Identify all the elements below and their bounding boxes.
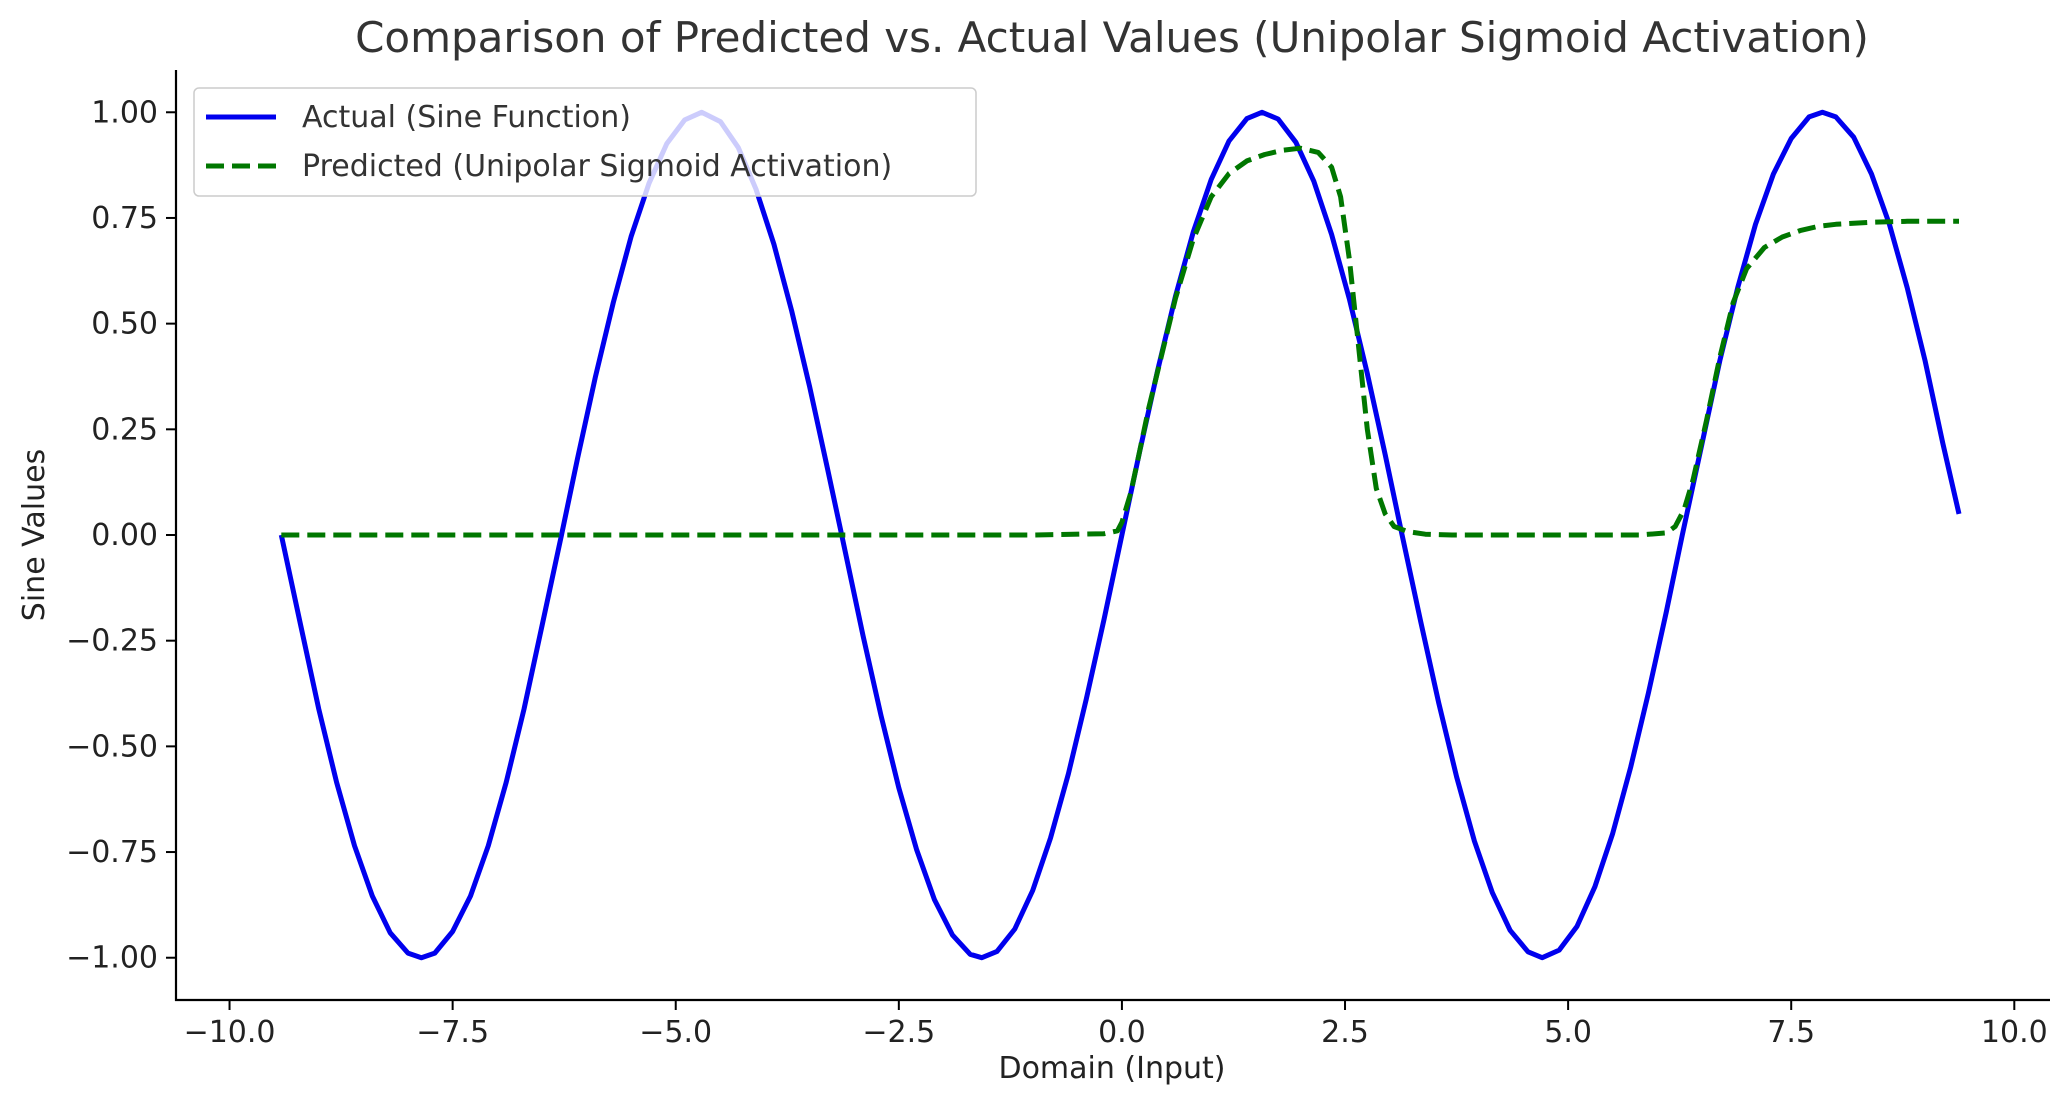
y-tick-label: −0.25 (66, 624, 158, 659)
legend: Actual (Sine Function) Predicted (Unipol… (193, 87, 977, 197)
y-tick-label: −0.75 (66, 835, 158, 870)
y-tick-label: −1.00 (66, 941, 158, 976)
series-line-actual (278, 109, 1962, 961)
y-axis-label: Sine Values (17, 449, 52, 621)
x-tick-label: −10.0 (184, 1015, 276, 1050)
x-tick-label: −7.5 (416, 1015, 489, 1050)
chart-title: Comparison of Predicted vs. Actual Value… (355, 13, 1869, 62)
x-tick-label: 7.5 (1767, 1015, 1815, 1050)
x-tick-label: 5.0 (1544, 1015, 1592, 1050)
y-tick-label: −0.50 (66, 729, 158, 764)
y-tick-label: 0.50 (91, 307, 158, 342)
y-tick-label: 1.00 (91, 95, 158, 130)
x-tick-label: 2.5 (1321, 1015, 1369, 1050)
x-tick-label: −2.5 (862, 1015, 935, 1050)
x-axis-label: Domain (Input) (998, 1051, 1225, 1086)
y-tick-label: 0.75 (91, 201, 158, 236)
legend-label-predicted: Predicted (Unipolar Sigmoid Activation) (302, 149, 892, 184)
plot-lines (278, 109, 1962, 961)
y-ticks: −1.00 −0.75 −0.50 −0.25 0.00 0.25 0.50 0.75 1.00 (66, 95, 176, 976)
series-line-predicted (281, 145, 1959, 538)
x-tick-label: 10.0 (1981, 1015, 2048, 1050)
legend-label-actual: Actual (Sine Function) (302, 100, 631, 135)
y-tick-label: 0.25 (91, 412, 158, 447)
x-tick-label: 0.0 (1098, 1015, 1146, 1050)
x-ticks: −10.0 −7.5 −5.0 −2.5 0.0 2.5 5.0 7.5 10.0 (184, 1000, 2048, 1050)
y-tick-label: 0.00 (91, 518, 158, 553)
x-tick-label: −5.0 (639, 1015, 712, 1050)
legend-box (193, 87, 977, 197)
